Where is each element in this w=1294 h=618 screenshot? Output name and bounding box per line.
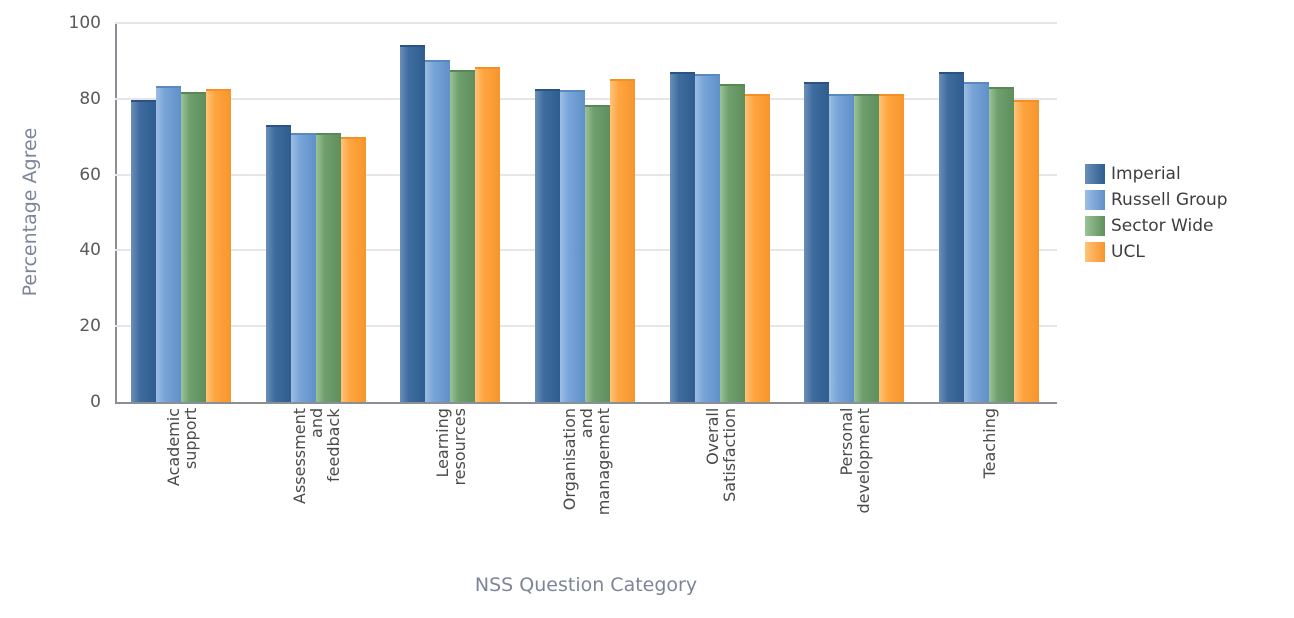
bar-russell-group[interactable] bbox=[425, 59, 451, 402]
bar-ucl[interactable] bbox=[475, 67, 501, 402]
x-tick-label: Personal development bbox=[837, 408, 874, 514]
x-tick-label: Organisation and management bbox=[559, 408, 613, 516]
bar-ucl[interactable] bbox=[744, 93, 770, 402]
gridline bbox=[115, 22, 1057, 24]
legend-label: Imperial bbox=[1111, 164, 1181, 184]
x-tick-label: Teaching bbox=[980, 408, 1000, 479]
legend-label: Sector Wide bbox=[1111, 216, 1214, 236]
x-tick-label: Learning resources bbox=[433, 408, 470, 486]
y-tick-label: 20 bbox=[79, 316, 101, 337]
bar-imperial[interactable] bbox=[938, 71, 964, 402]
bar-ucl[interactable] bbox=[610, 79, 635, 402]
bar-group bbox=[535, 23, 635, 402]
x-tick-label: Overall Satisfaction bbox=[702, 408, 739, 502]
bar-sector-wide[interactable] bbox=[988, 86, 1014, 402]
bar-russell-group[interactable] bbox=[694, 74, 720, 402]
plot-area: 0 20 40 60 80 100 bbox=[69, 13, 1057, 412]
bar-imperial[interactable] bbox=[131, 100, 157, 402]
bar-russell-group[interactable] bbox=[560, 90, 585, 402]
gridline bbox=[115, 97, 1057, 100]
bar-imperial[interactable] bbox=[804, 81, 830, 402]
legend-label: UCL bbox=[1111, 242, 1145, 262]
bar-sector-wide[interactable] bbox=[585, 104, 610, 402]
bar-ucl[interactable] bbox=[340, 137, 366, 402]
bar-sector-wide[interactable] bbox=[450, 70, 476, 402]
legend-swatch-icon bbox=[1085, 242, 1105, 262]
bar-imperial[interactable] bbox=[265, 125, 291, 402]
bar-russell-group[interactable] bbox=[156, 86, 182, 402]
bar-russell-group[interactable] bbox=[829, 93, 855, 402]
legend-item-ucl[interactable]: UCL bbox=[1085, 239, 1228, 265]
y-axis-line bbox=[115, 23, 117, 402]
y-axis-title: Percentage Agree bbox=[19, 127, 41, 297]
bar-russell-group[interactable] bbox=[963, 81, 989, 402]
bar-sector-wide[interactable] bbox=[854, 93, 880, 402]
bar-group bbox=[265, 23, 366, 402]
bar-group bbox=[938, 23, 1039, 402]
legend-item-sector-wide[interactable]: Sector Wide bbox=[1085, 213, 1228, 239]
bar-sector-wide[interactable] bbox=[315, 133, 341, 402]
legend-item-imperial[interactable]: Imperial bbox=[1085, 161, 1228, 187]
x-axis-title: NSS Question Category bbox=[474, 574, 698, 596]
legend: Imperial Russell Group Sector Wide UCL bbox=[1085, 161, 1228, 265]
legend-item-russell-group[interactable]: Russell Group bbox=[1085, 187, 1228, 213]
bar-ucl[interactable] bbox=[1013, 99, 1039, 402]
y-tick-label: 0 bbox=[90, 392, 101, 412]
x-tick-label: Assessment and feedback bbox=[290, 408, 344, 504]
bar-group bbox=[804, 23, 905, 402]
legend-swatch-icon bbox=[1085, 190, 1105, 210]
bar-imperial[interactable] bbox=[669, 71, 695, 402]
bar-ucl[interactable] bbox=[879, 93, 905, 402]
bar-imperial[interactable] bbox=[535, 88, 560, 402]
x-axis-line bbox=[115, 402, 1057, 404]
legend-swatch-icon bbox=[1085, 164, 1105, 184]
bar-sector-wide[interactable] bbox=[719, 84, 745, 402]
bar-group bbox=[400, 23, 501, 402]
legend-swatch-icon bbox=[1085, 216, 1105, 236]
y-tick-label: 100 bbox=[68, 13, 101, 33]
bar-group bbox=[131, 23, 232, 402]
y-tick-label: 60 bbox=[79, 164, 101, 185]
legend-label: Russell Group bbox=[1111, 190, 1228, 210]
y-tick-label: 40 bbox=[79, 240, 101, 261]
bar-sector-wide[interactable] bbox=[181, 91, 207, 402]
bar-group bbox=[669, 23, 770, 402]
x-tick-label: Academic support bbox=[164, 408, 201, 487]
bar-russell-group[interactable] bbox=[290, 133, 316, 402]
bar-imperial[interactable] bbox=[400, 44, 426, 402]
y-tick-label: 80 bbox=[79, 88, 101, 109]
bar-ucl[interactable] bbox=[206, 88, 232, 402]
